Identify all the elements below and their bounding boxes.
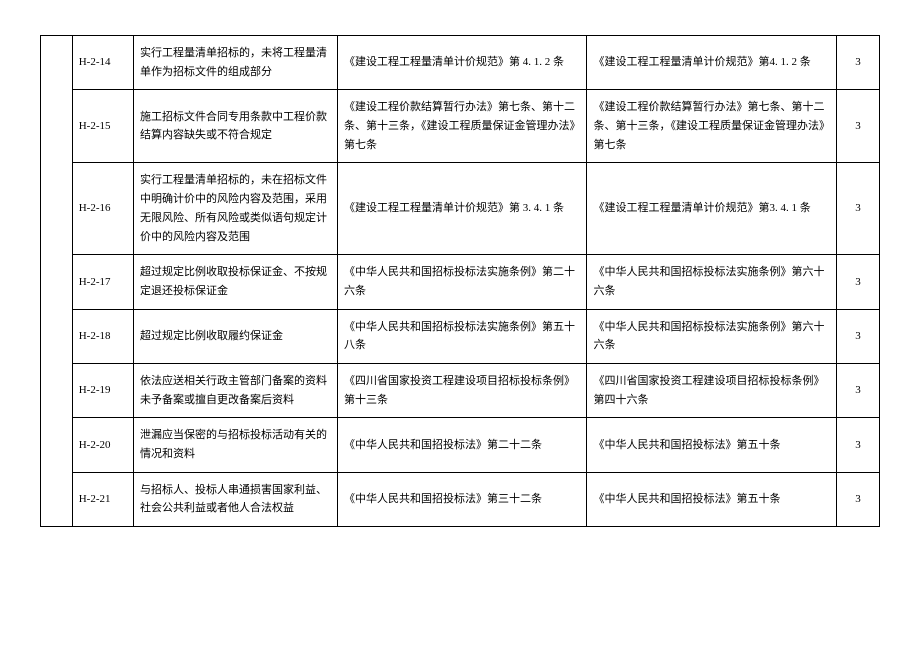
regulations-table: H-2-14实行工程量清单招标的，未将工程量清单作为招标文件的组成部分《建设工程…	[40, 35, 880, 527]
reference1-cell: 《建设工程工程量清单计价规范》第 3. 4. 1 条	[338, 163, 587, 255]
reference2-cell: 《中华人民共和国招标投标法实施条例》第六十六条	[587, 309, 836, 363]
description-cell: 超过规定比例收取投标保证金、不按规定退还投标保证金	[133, 255, 337, 309]
reference1-cell: 《建设工程价款结算暂行办法》第七条、第十二条、第十三条，《建设工程质量保证金管理…	[338, 90, 587, 163]
code-cell: H-2-18	[72, 309, 133, 363]
description-cell: 实行工程量清单招标的，未在招标文件中明确计价中的风险内容及范围，采用无限风险、所…	[133, 163, 337, 255]
score-cell: 3	[836, 418, 879, 472]
table-row: H-2-14实行工程量清单招标的，未将工程量清单作为招标文件的组成部分《建设工程…	[41, 36, 880, 90]
score-cell: 3	[836, 255, 879, 309]
description-cell: 超过规定比例收取履约保证金	[133, 309, 337, 363]
code-cell: H-2-21	[72, 472, 133, 526]
code-cell: H-2-20	[72, 418, 133, 472]
reference2-cell: 《建设工程价款结算暂行办法》第七条、第十二条、第十三条，《建设工程质量保证金管理…	[587, 90, 836, 163]
score-cell: 3	[836, 163, 879, 255]
reference1-cell: 《四川省国家投资工程建设项目招标投标条例》第十三条	[338, 363, 587, 417]
score-cell: 3	[836, 472, 879, 526]
table-row: H-2-18超过规定比例收取履约保证金《中华人民共和国招标投标法实施条例》第五十…	[41, 309, 880, 363]
reference1-cell: 《中华人民共和国招标投标法实施条例》第五十八条	[338, 309, 587, 363]
reference2-cell: 《中华人民共和国招标投标法实施条例》第六十六条	[587, 255, 836, 309]
table-row: H-2-20泄漏应当保密的与招标投标活动有关的情况和资料《中华人民共和国招投标法…	[41, 418, 880, 472]
code-cell: H-2-17	[72, 255, 133, 309]
description-cell: 施工招标文件合同专用条款中工程价款结算内容缺失或不符合规定	[133, 90, 337, 163]
reference2-cell: 《建设工程工程量清单计价规范》第3. 4. 1 条	[587, 163, 836, 255]
reference2-cell: 《中华人民共和国招投标法》第五十条	[587, 418, 836, 472]
code-cell: H-2-14	[72, 36, 133, 90]
reference1-cell: 《中华人民共和国招投标法》第三十二条	[338, 472, 587, 526]
score-cell: 3	[836, 363, 879, 417]
reference1-cell: 《中华人民共和国招标投标法实施条例》第二十六条	[338, 255, 587, 309]
table-row: H-2-17超过规定比例收取投标保证金、不按规定退还投标保证金《中华人民共和国招…	[41, 255, 880, 309]
code-cell: H-2-16	[72, 163, 133, 255]
reference1-cell: 《建设工程工程量清单计价规范》第 4. 1. 2 条	[338, 36, 587, 90]
score-cell: 3	[836, 36, 879, 90]
table-row: H-2-15施工招标文件合同专用条款中工程价款结算内容缺失或不符合规定《建设工程…	[41, 90, 880, 163]
description-cell: 实行工程量清单招标的，未将工程量清单作为招标文件的组成部分	[133, 36, 337, 90]
score-cell: 3	[836, 90, 879, 163]
reference2-cell: 《四川省国家投资工程建设项目招标投标条例》第四十六条	[587, 363, 836, 417]
table-row: H-2-16实行工程量清单招标的，未在招标文件中明确计价中的风险内容及范围，采用…	[41, 163, 880, 255]
code-cell: H-2-15	[72, 90, 133, 163]
reference2-cell: 《中华人民共和国招投标法》第五十条	[587, 472, 836, 526]
description-cell: 依法应送相关行政主管部门备案的资料未予备案或擅自更改备案后资料	[133, 363, 337, 417]
score-cell: 3	[836, 309, 879, 363]
table-row: H-2-19依法应送相关行政主管部门备案的资料未予备案或擅自更改备案后资料《四川…	[41, 363, 880, 417]
table-row: H-2-21与招标人、投标人串通损害国家利益、社会公共利益或者他人合法权益《中华…	[41, 472, 880, 526]
blank-cell	[41, 36, 73, 527]
reference1-cell: 《中华人民共和国招投标法》第二十二条	[338, 418, 587, 472]
description-cell: 泄漏应当保密的与招标投标活动有关的情况和资料	[133, 418, 337, 472]
reference2-cell: 《建设工程工程量清单计价规范》第4. 1. 2 条	[587, 36, 836, 90]
code-cell: H-2-19	[72, 363, 133, 417]
description-cell: 与招标人、投标人串通损害国家利益、社会公共利益或者他人合法权益	[133, 472, 337, 526]
